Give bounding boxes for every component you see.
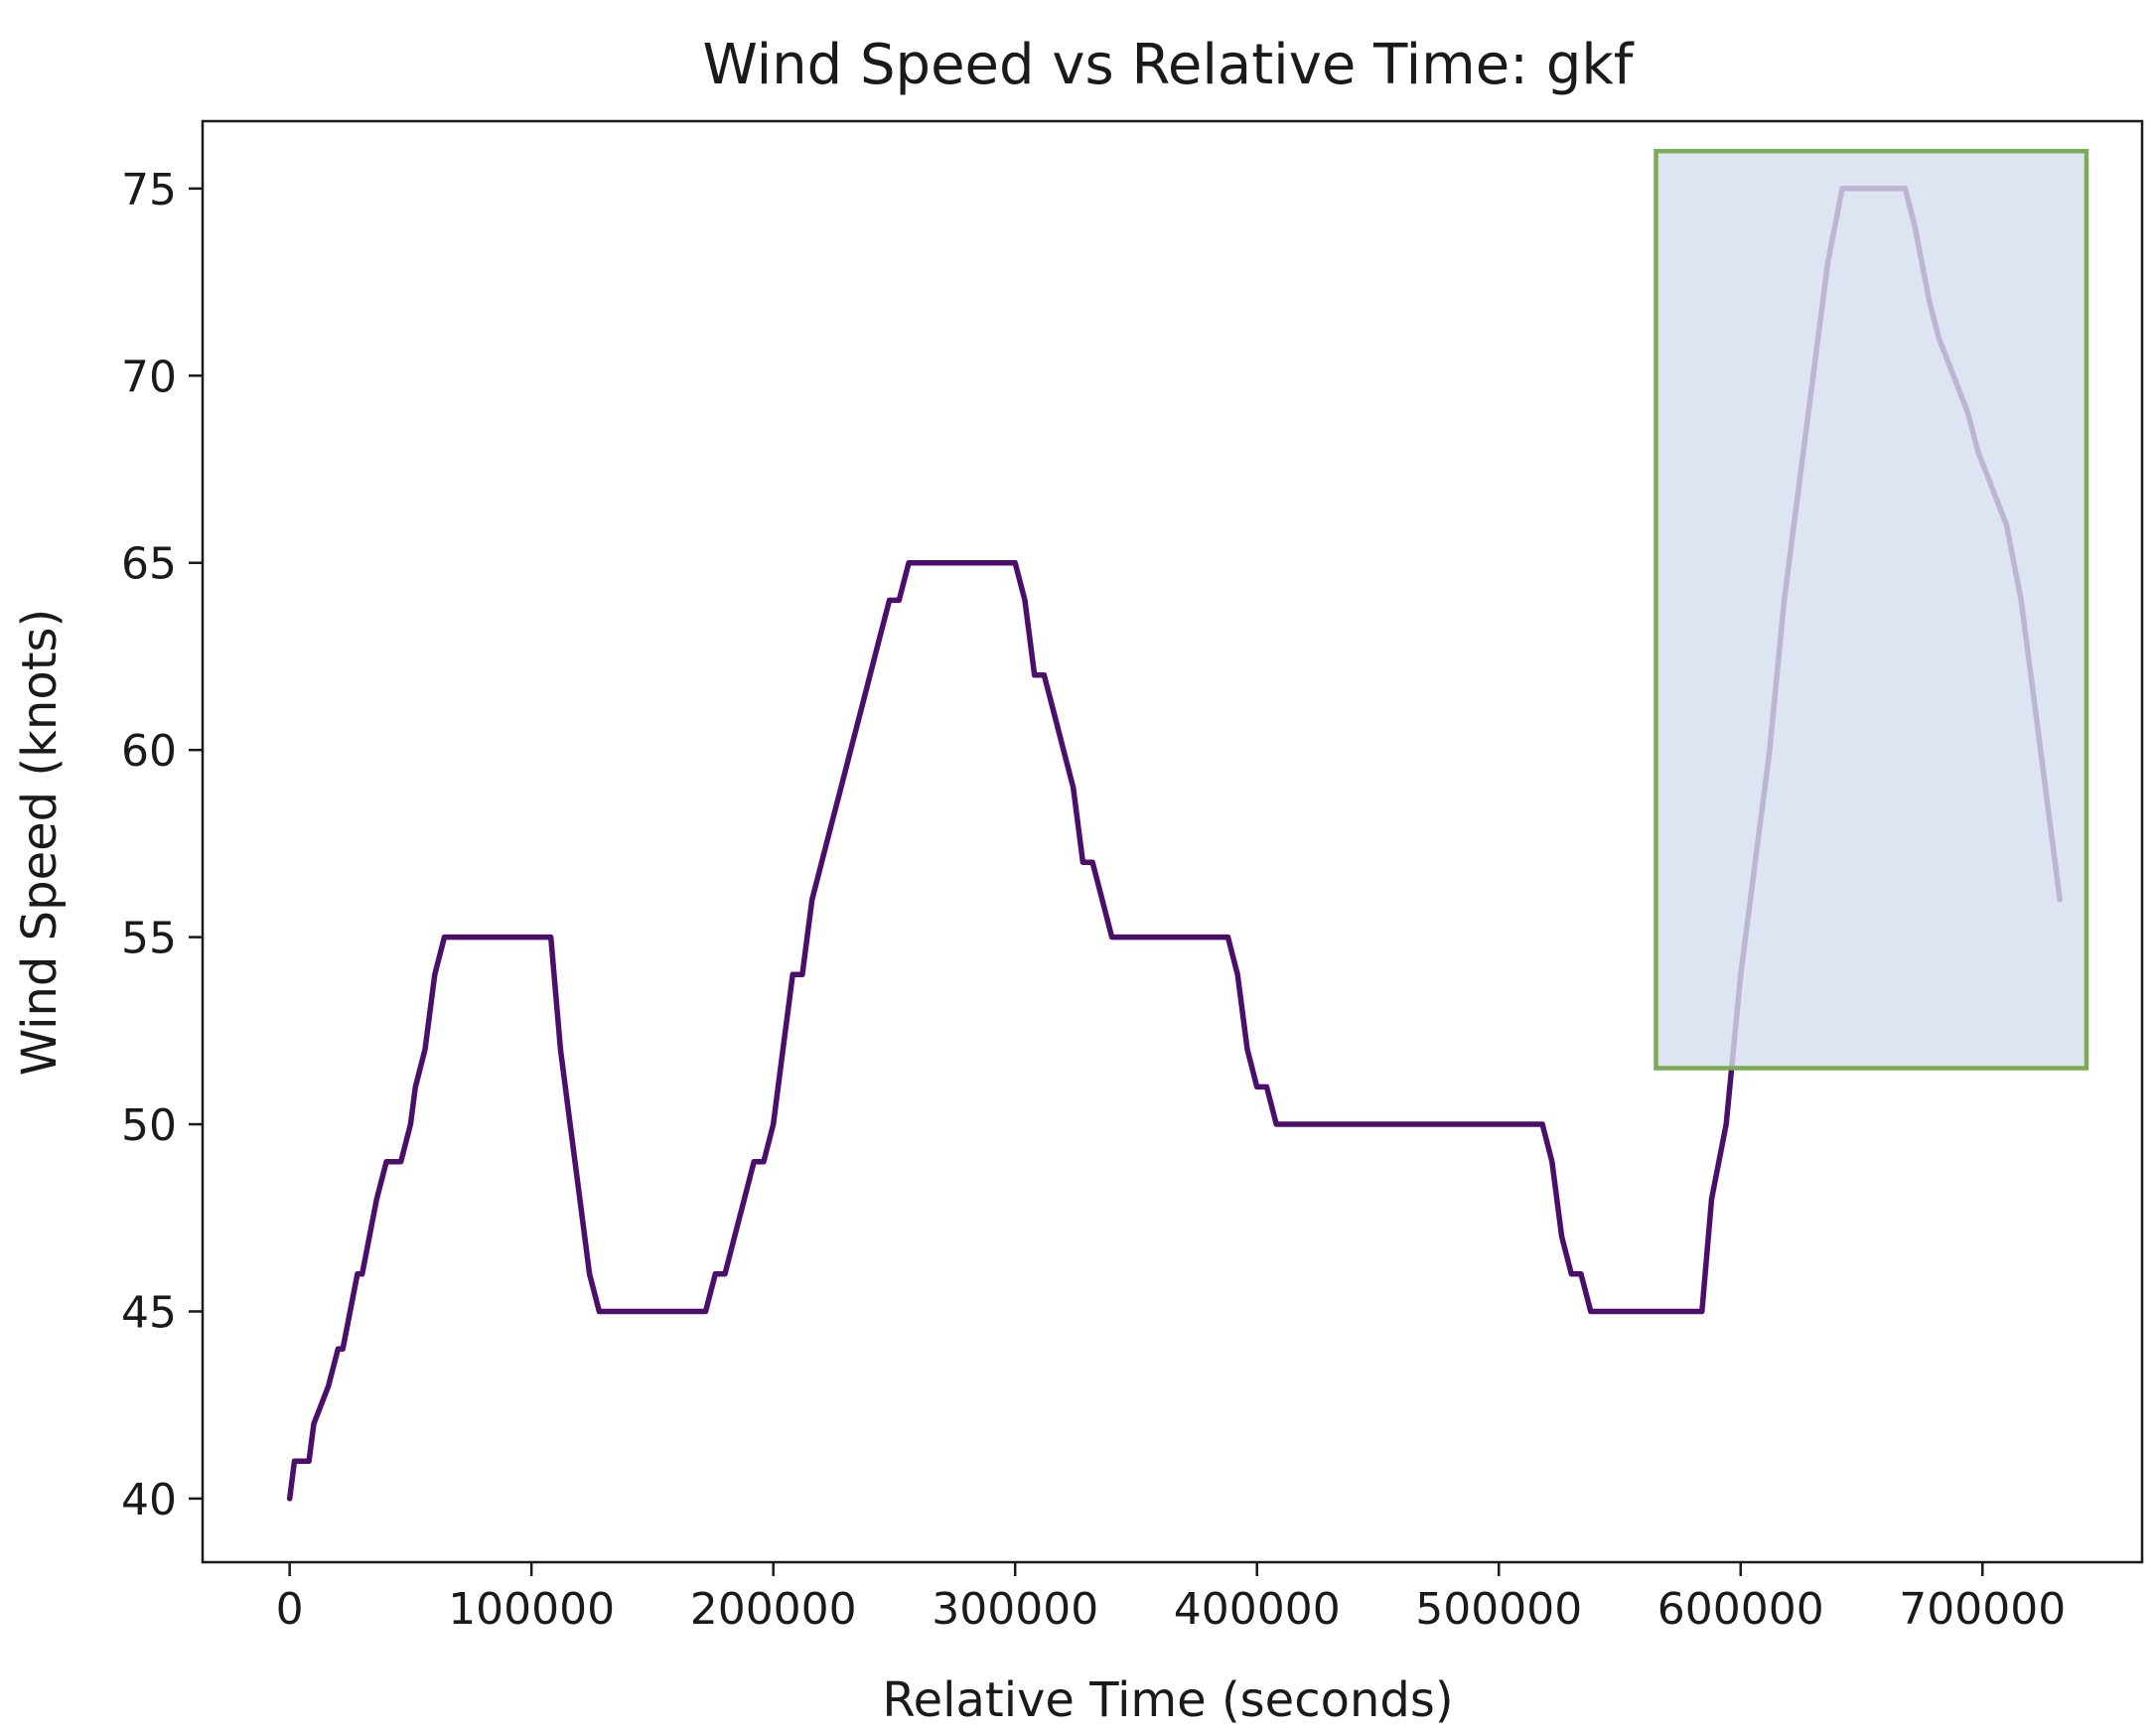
y-tick-label: 60 [121,726,177,777]
x-tick-label: 700000 [1899,1584,2066,1635]
highlight-overlay [1653,148,2089,1071]
x-tick-label: 100000 [448,1584,615,1635]
chart-title: Wind Speed vs Relative Time: gkf [702,33,1634,97]
y-tick-label: 40 [121,1475,177,1525]
x-tick-label: 0 [276,1584,304,1635]
y-tick-label: 50 [121,1100,177,1151]
x-tick-label: 500000 [1415,1584,1582,1635]
y-tick-label: 55 [121,914,177,964]
highlight-region-overlay [1655,151,2086,1069]
x-tick-label: 600000 [1657,1584,1824,1635]
x-tick-label: 300000 [932,1584,1098,1635]
y-tick-label: 75 [121,165,177,216]
y-tick-label: 70 [121,352,177,402]
y-axis-ticks: 40 45 50 55 60 65 70 75 [121,165,203,1525]
y-axis-label: Wind Speed (knots) [12,609,68,1076]
highlight-region-border [1653,148,2089,1071]
x-tick-label: 200000 [690,1584,857,1635]
plot-frame [201,119,2144,1564]
x-axis-ticks: 0 100000 200000 300000 400000 500000 600000 700… [276,1562,2066,1635]
x-tick-label: 400000 [1174,1584,1341,1635]
y-tick-label: 45 [121,1287,177,1338]
y-tick-label: 65 [121,539,177,590]
x-axis-label: Relative Time (seconds) [882,1672,1453,1728]
